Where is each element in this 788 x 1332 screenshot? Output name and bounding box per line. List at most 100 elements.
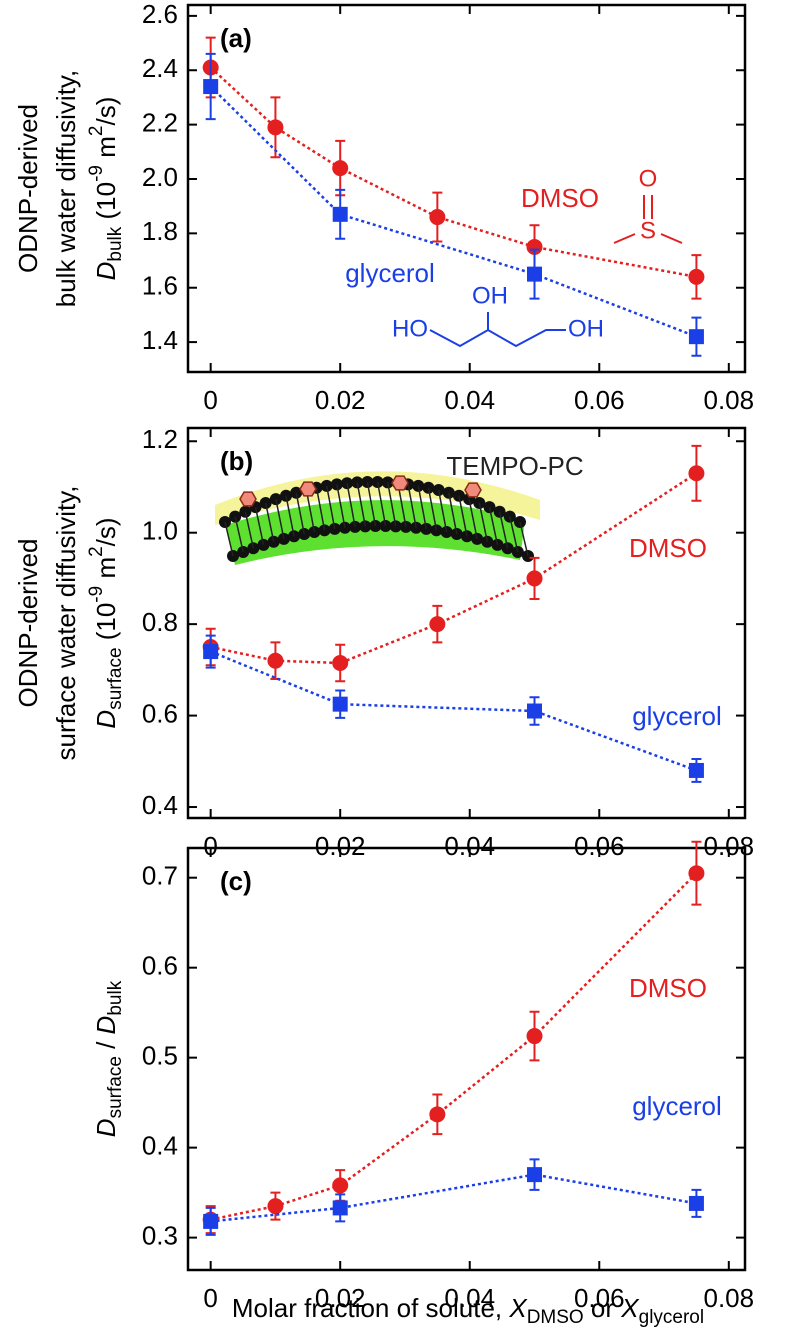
lipid-tail: [427, 487, 438, 531]
y-tick-label: 2.0: [142, 162, 178, 192]
plot-frame: [186, 846, 747, 1272]
lipid-tail: [336, 484, 346, 528]
lipid-tail: [244, 511, 255, 549]
label-part: 2: [86, 546, 107, 557]
data-point: [332, 206, 348, 222]
lipid-tail: [305, 489, 316, 533]
label-part: surface: [105, 647, 126, 709]
label-part: m: [91, 136, 121, 165]
label-part: D: [91, 710, 121, 729]
label-part: D: [91, 262, 121, 281]
lipid-tail: [275, 499, 285, 540]
x-tick-label: 0.08: [704, 1283, 755, 1313]
data-point: [688, 329, 704, 345]
label-part: bulk: [105, 980, 126, 1015]
membrane-halo: [215, 471, 540, 525]
x-tick-label: 0.02: [315, 1283, 366, 1313]
lipid-tail: [254, 507, 265, 546]
x-tick-label: 0.06: [574, 1283, 625, 1313]
data-point: [332, 1177, 349, 1194]
dmso-structure: [613, 195, 683, 244]
data-point: [688, 865, 705, 882]
y-tick-label: 0.6: [142, 951, 178, 981]
lipid-tail: [325, 485, 336, 530]
lipid-tail: [407, 484, 417, 528]
label-part: bulk: [105, 226, 126, 261]
lipid-tail: [376, 481, 387, 527]
spin-label: [299, 481, 317, 497]
label-part: /: [91, 1034, 121, 1056]
y-tick-label: 1.8: [142, 216, 178, 246]
data-point: [267, 1198, 284, 1215]
series-line: [210, 650, 697, 772]
axis-label: Molar fraction of solute, XDMSO or Xglyc…: [232, 1293, 704, 1328]
data-point: [688, 268, 705, 285]
y-tick-label: 1.4: [142, 325, 178, 355]
data-point: [526, 1028, 543, 1045]
axis-label: ODNP-derived: [13, 104, 43, 273]
data-point: [203, 644, 219, 660]
lipid-tail: [346, 483, 356, 528]
axis-label: Dsurface / Dbulk: [91, 980, 126, 1137]
lipid-tail: [468, 499, 478, 540]
y-tick-label: 1.6: [142, 271, 178, 301]
lipid-tail: [315, 487, 326, 531]
series-label: DMSO: [629, 533, 707, 563]
atom-label: O: [639, 165, 658, 192]
data-point: [332, 696, 348, 712]
x-tick-label: 0.04: [444, 1283, 495, 1313]
data-point: [688, 1195, 704, 1211]
y-tick-label: 2.2: [142, 107, 178, 137]
label-part: Molar fraction of solute,: [232, 1293, 509, 1323]
data-point: [332, 655, 349, 672]
series-label: glycerol: [632, 701, 722, 731]
lipid-tail: [448, 492, 458, 535]
y-tick-label: 2.4: [142, 53, 178, 83]
series-label: glycerol: [632, 1091, 722, 1121]
x-tick-label: 0.02: [315, 385, 366, 415]
label-part: /s): [91, 97, 121, 126]
data-point: [526, 570, 543, 587]
label-part: or: [584, 1293, 622, 1323]
panel-label: (b): [220, 446, 253, 476]
panel-label: (c): [220, 866, 252, 896]
lipid-tail: [366, 481, 377, 527]
y-tick-label: 0.4: [142, 1131, 178, 1161]
axis-label: surface water diffusivity,: [51, 485, 81, 760]
label-part: X: [508, 1293, 528, 1323]
label-part: (10: [91, 182, 121, 227]
x-tick-label: 0: [203, 385, 217, 415]
lipid-tail: [519, 521, 529, 557]
series-label: DMSO: [629, 973, 707, 1003]
bond: [660, 233, 683, 244]
label-part: 2: [86, 126, 107, 137]
lipid-tail: [285, 495, 295, 537]
label-part: (10: [91, 603, 121, 648]
y-tick-label: 0.4: [142, 790, 178, 820]
y-tick-label: 0.6: [142, 698, 178, 728]
atom-label: S: [640, 217, 656, 244]
series-line: [210, 472, 698, 665]
lipid-tail: [356, 482, 366, 527]
x-tick-label: 0.08: [704, 385, 755, 415]
label-part: /s): [91, 517, 121, 546]
axis-label: ODNP-derived: [13, 538, 43, 707]
y-tick-label: 0.3: [142, 1220, 178, 1250]
data-point: [527, 266, 543, 282]
data-point: [526, 238, 543, 255]
bond: [429, 328, 566, 348]
spin-label: [464, 482, 482, 498]
data-point: [267, 652, 284, 669]
label-part: D: [91, 1016, 121, 1035]
atom-label: OH: [568, 315, 604, 342]
panel-label: (a): [220, 23, 252, 53]
lipid-tail: [387, 482, 397, 527]
label-part: -9: [86, 586, 107, 603]
label-part: DMSO: [527, 1307, 584, 1328]
glycerol-structure: [429, 312, 566, 348]
data-point: [688, 762, 704, 778]
x-tick-label: 0: [203, 1283, 217, 1313]
lipid-tail: [509, 516, 519, 553]
label-part: m: [91, 557, 121, 586]
